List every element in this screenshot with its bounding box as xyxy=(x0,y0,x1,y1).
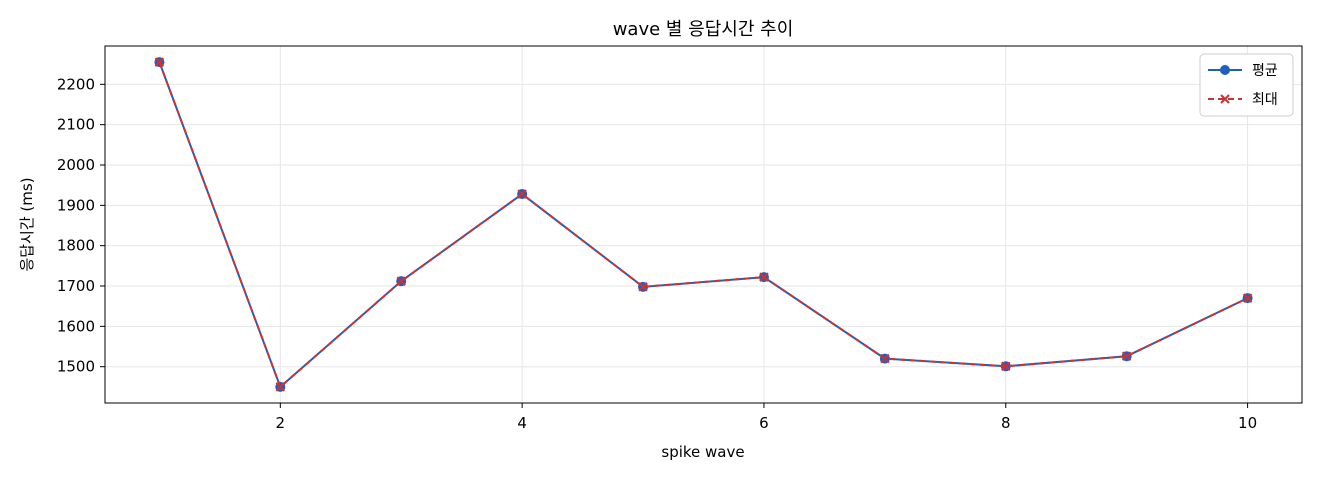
data-point xyxy=(638,282,648,292)
data-point xyxy=(880,353,890,364)
legend-item-1: 평균 xyxy=(1208,63,1278,79)
series-2 xyxy=(154,57,1253,392)
y-tick-label: 1700 xyxy=(57,277,95,295)
x-tick-label: 6 xyxy=(759,414,769,432)
data-point xyxy=(1242,293,1253,303)
data-point xyxy=(517,189,527,199)
data-point xyxy=(759,272,769,282)
x-tick-label: 2 xyxy=(276,414,286,432)
y-tick-label: 2200 xyxy=(57,75,95,93)
y-tick-label: 1800 xyxy=(57,237,95,255)
ticks-layer: 2 4 6 8 10 1500 1600 1700 1800 1900 2000 2100 2200 xyxy=(57,75,1257,432)
data-point xyxy=(1001,361,1011,371)
x-axis-label: spike wave xyxy=(661,443,744,461)
series-layer xyxy=(154,57,1253,392)
y-tick-label: 1900 xyxy=(57,196,95,214)
plot-frame xyxy=(104,45,1303,404)
data-point xyxy=(275,382,286,392)
data-point xyxy=(396,276,406,286)
data-point xyxy=(154,57,165,67)
x-tick-label: 8 xyxy=(1001,414,1011,432)
y-tick-label: 2000 xyxy=(57,156,95,174)
legend-box xyxy=(1199,53,1294,117)
legend-item-2: 최대 xyxy=(1208,92,1278,108)
legend-marker xyxy=(1220,94,1230,104)
y-tick-label: 1600 xyxy=(57,317,95,335)
grid-layer xyxy=(105,46,1302,403)
x-tick-label: 4 xyxy=(517,414,527,432)
series-1 xyxy=(154,57,1253,392)
x-tick-label: 10 xyxy=(1238,414,1257,432)
y-axis-label: 응답시간 (ms) xyxy=(18,177,36,271)
data-point xyxy=(1121,351,1132,361)
legend-label: 평균 xyxy=(1252,63,1278,79)
legend-label: 최대 xyxy=(1252,92,1278,108)
series-line xyxy=(158,61,1249,389)
series-line xyxy=(158,61,1249,389)
legend-marker xyxy=(1220,65,1230,75)
chart-title: wave 별 응답시간 추이 xyxy=(613,19,794,40)
y-tick-label: 1500 xyxy=(57,358,95,376)
y-tick-label: 2100 xyxy=(57,116,95,134)
